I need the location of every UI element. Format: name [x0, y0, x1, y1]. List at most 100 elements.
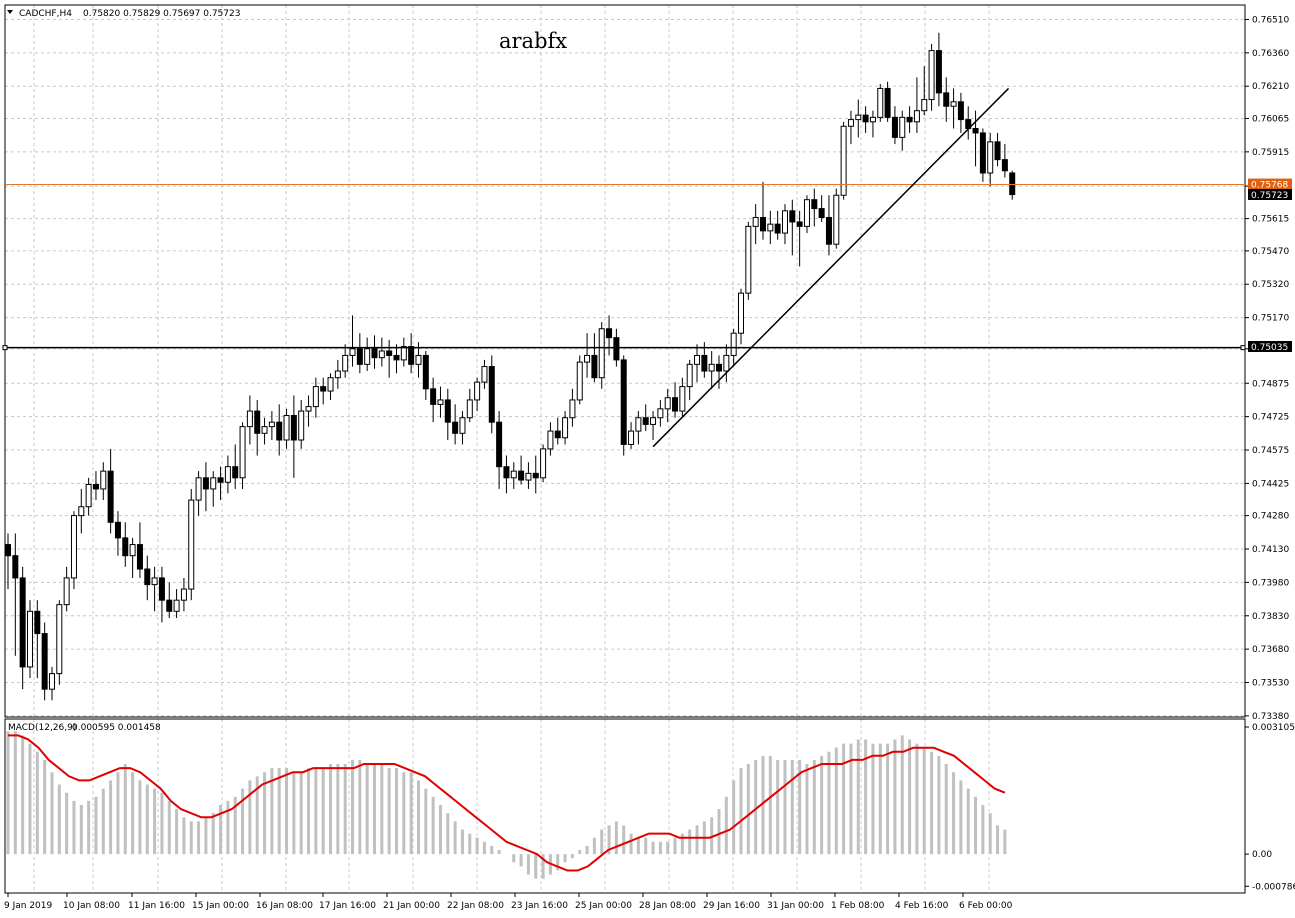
axes: 0.76510 0.76360 0.76210 0.76065 0.75915 0.757…: [2, 4, 1295, 911]
candle-body: [635, 417, 642, 432]
candle-body: [628, 430, 635, 445]
candle-body: [19, 577, 26, 668]
candle-body: [466, 399, 473, 419]
candle-body: [34, 610, 41, 635]
macd-label: MACD(12,26,9): [8, 723, 76, 733]
candle-body: [591, 354, 598, 379]
candle-body: [371, 348, 378, 359]
candle-body: [78, 506, 85, 517]
candle-body: [136, 544, 143, 570]
y-tick-label: 0.73530: [1252, 679, 1289, 689]
candle-body: [122, 537, 129, 557]
candle-body: [393, 354, 400, 361]
y-tick-label: 0.73980: [1252, 578, 1289, 588]
bid-price-tag: 0.75768: [1248, 178, 1292, 191]
candle-body: [85, 483, 92, 508]
x-tick-label: 21 Jan 00:00: [383, 901, 440, 911]
macd-histogram: [6, 731, 1007, 879]
chart-menu-triangle-icon[interactable]: [7, 10, 13, 14]
candle-body: [620, 359, 627, 445]
y-tick-label: 0.75470: [1252, 247, 1289, 257]
level-line-handle-left: [2, 345, 8, 351]
candle-body: [305, 406, 312, 412]
symbol-label: CADCHF,H4: [19, 9, 72, 19]
candle-body: [92, 483, 99, 490]
candle-body: [276, 421, 283, 441]
candle-body: [891, 116, 898, 138]
candle-body: [400, 346, 407, 361]
candle-body: [913, 110, 920, 123]
candle-body: [488, 366, 495, 423]
candle-body: [584, 354, 591, 363]
y-tick-label: 0.74280: [1252, 512, 1289, 522]
y-tick-label: 0.74575: [1252, 446, 1289, 456]
candle-body: [664, 397, 671, 410]
candle-body: [694, 354, 701, 365]
candle-body: [5, 544, 11, 557]
candle-body: [716, 363, 723, 372]
macd-y-tick-label: 0.00: [1252, 850, 1272, 860]
candle-body: [994, 141, 1001, 161]
candle-body: [862, 114, 869, 123]
candle-body: [327, 377, 334, 392]
candle-body: [738, 292, 744, 334]
candle-body: [349, 348, 356, 356]
candle-body: [114, 521, 121, 539]
candle-body: [254, 410, 261, 434]
x-tick-label: 31 Jan 00:00: [767, 901, 824, 911]
candle-body: [496, 421, 503, 468]
candle-body: [151, 577, 158, 586]
candle-body: [210, 477, 217, 490]
x-tick-label: 23 Jan 16:00: [511, 901, 568, 911]
x-tick-label: 9 Jan 2019: [4, 901, 52, 911]
candle-body: [239, 426, 246, 479]
macd-values: 0.000595 0.001458: [72, 723, 161, 733]
candle-body: [767, 223, 774, 232]
y-tick-label: 0.76510: [1252, 15, 1289, 25]
x-tick-label: 4 Feb 16:00: [895, 901, 949, 911]
candle-body: [598, 328, 605, 379]
candle-body: [173, 599, 180, 612]
candle-body: [774, 223, 781, 234]
candle-body: [818, 208, 825, 218]
candle-body: [672, 397, 679, 412]
candle-body: [855, 114, 862, 121]
candle-body: [847, 119, 854, 127]
x-tick-label: 17 Jan 16:00: [319, 901, 376, 911]
last-price-label: 0.75723: [1251, 191, 1288, 201]
candle-body: [312, 386, 319, 408]
candle-body: [224, 466, 231, 483]
candle-body: [437, 399, 444, 405]
candle-body: [796, 221, 803, 227]
candle-body: [202, 477, 209, 490]
y-tick-label: 0.76065: [1252, 114, 1289, 124]
candle-body: [745, 225, 752, 294]
candle-body: [803, 199, 810, 227]
candle-body: [510, 470, 517, 479]
candle-body: [518, 470, 525, 481]
candle-body: [569, 399, 576, 419]
candle-body: [606, 328, 613, 339]
candle-body: [869, 116, 876, 123]
bid-price-label: 0.75768: [1251, 181, 1288, 191]
candle-body: [613, 337, 620, 361]
ohlc-values: 0.75820 0.75829 0.75697 0.75723: [83, 9, 240, 19]
candle-body: [474, 381, 481, 401]
y-tick-label: 0.74425: [1252, 479, 1289, 489]
candle-body: [642, 417, 649, 425]
candle-body: [840, 125, 847, 196]
candle-body: [576, 361, 583, 401]
candle-body: [1009, 172, 1016, 196]
price-pane-frame: [4, 4, 1246, 718]
candle-body: [723, 354, 730, 372]
candle-body: [232, 466, 239, 479]
candle-body: [503, 466, 510, 479]
candle-body: [650, 417, 657, 425]
candle-body: [129, 544, 136, 557]
candle-body: [540, 448, 547, 479]
candle-body: [877, 87, 884, 118]
y-tick-label: 0.74875: [1252, 379, 1289, 389]
candle-body: [459, 417, 466, 434]
candle-body: [789, 210, 796, 223]
